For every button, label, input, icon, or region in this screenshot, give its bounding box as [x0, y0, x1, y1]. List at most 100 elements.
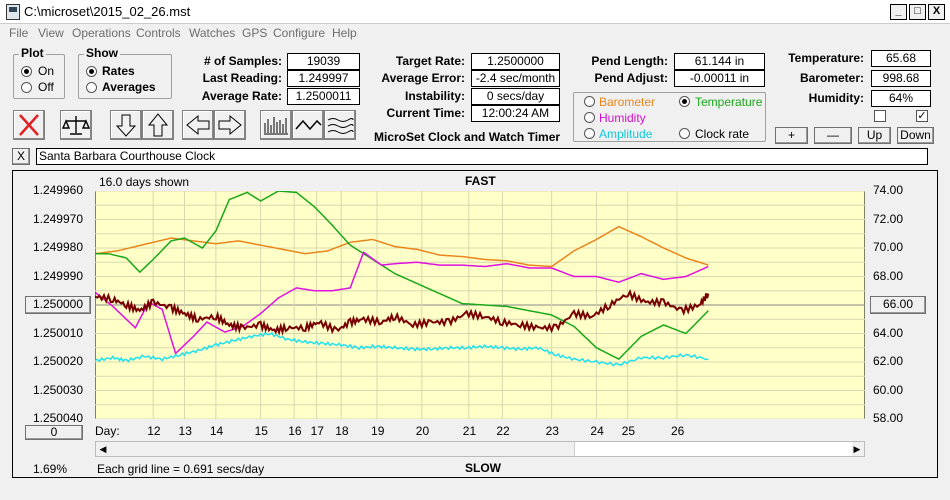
multi-line-view-button[interactable] [324, 110, 356, 140]
x-day-tick-label: 19 [371, 424, 385, 438]
x-day-tick-label: 20 [415, 424, 430, 438]
balance-icon [61, 116, 91, 135]
clear-description-button[interactable]: X [12, 148, 30, 165]
stop-button[interactable] [13, 110, 45, 140]
center-temp-button[interactable]: 66.00 [870, 296, 926, 314]
show-rates-label: Rates [102, 64, 135, 78]
temperature-option-label: Temperature [695, 95, 763, 109]
bar-view-button[interactable] [260, 110, 292, 140]
amplitude-radio[interactable] [584, 128, 595, 139]
scroll-left-arrow-icon[interactable]: ◀ [99, 444, 107, 454]
horizontal-scrollbar[interactable]: ◀ ▶ [95, 441, 865, 457]
last-reading-label: Last Reading: [202, 71, 282, 85]
y-right-tick-label: 60.00 [873, 382, 904, 397]
line-view-button[interactable] [292, 110, 324, 140]
up-button[interactable]: Up [858, 127, 891, 144]
x-day-tick-label: 14 [209, 424, 224, 438]
barometer-radio[interactable] [584, 96, 595, 107]
title-bar: C:\microset\2015_02_26.mst _ □ X [0, 0, 950, 24]
series-line-humidity [95, 251, 709, 355]
clock-rate-option-label: Clock rate [695, 127, 750, 141]
chart-title-slow: SLOW [465, 461, 501, 475]
target-rate-value: 1.2500000 [471, 53, 560, 70]
checkbox-left[interactable] [874, 110, 886, 122]
menu-file[interactable]: File [9, 26, 29, 40]
y-left-tick-label: 1.249970 [32, 211, 83, 226]
x-day-tick-label: 21 [462, 424, 477, 438]
pend-adjust-value: -0.00011 in [674, 70, 765, 87]
menu-controls[interactable]: Controls [136, 26, 181, 40]
plot-group-label: Plot [19, 46, 46, 60]
last-reading-value: 1.249997 [287, 70, 360, 87]
menu-operations[interactable]: Operations [72, 26, 131, 40]
x-day-tick-label: 22 [496, 424, 510, 438]
plot-off-label: Off [38, 80, 54, 94]
left-arrow-button[interactable] [182, 110, 214, 140]
minus-button[interactable]: — [814, 127, 852, 144]
zero-button[interactable]: 0 [25, 425, 83, 440]
humidity-label: Humidity: [808, 91, 864, 105]
x-day-tick-label: 12 [147, 424, 161, 438]
current-time-value: 12:00:24 AM [471, 105, 560, 122]
clock-rate-radio[interactable] [679, 128, 690, 139]
target-rate-label: Target Rate: [395, 54, 465, 68]
instability-value: 0 secs/day [471, 88, 560, 105]
plus-button[interactable]: + [775, 127, 808, 144]
humidity-option-label: Humidity [599, 111, 646, 125]
y-right-tick-label: 62.00 [873, 354, 904, 368]
maximize-button[interactable]: □ [909, 4, 926, 20]
show-group-label: Show [84, 46, 120, 60]
instability-label: Instability: [404, 89, 465, 103]
scroll-thumb[interactable] [574, 442, 852, 456]
x-day-tick-label: 17 [310, 424, 324, 438]
arrow-up-icon [147, 113, 169, 137]
temperature-radio[interactable] [679, 96, 690, 107]
average-rate-value: 1.2500011 [287, 88, 360, 105]
plot-on-radio[interactable] [21, 66, 32, 77]
checkbox-right[interactable]: ✓ [916, 110, 928, 122]
show-averages-radio[interactable] [86, 82, 97, 93]
y-left-tick-label: 1.249990 [32, 268, 83, 283]
down-button[interactable]: Down [897, 127, 934, 144]
plot-off-radio[interactable] [21, 82, 32, 93]
center-rate-button[interactable]: 1.250000 [25, 296, 91, 314]
close-button[interactable]: X [928, 4, 945, 20]
grid-note: Each grid line = 0.691 secs/day [97, 462, 265, 476]
chart-plot-area [95, 191, 865, 419]
app-caption: MicroSet Clock and Watch Timer [374, 130, 561, 144]
show-averages-label: Averages [102, 80, 156, 94]
x-day-tick-label: 24 [590, 424, 604, 438]
minimize-button[interactable]: _ [890, 4, 907, 20]
description-input[interactable]: Santa Barbara Courthouse Clock [36, 148, 928, 165]
menu-view[interactable]: View [38, 26, 64, 40]
up-arrow-button[interactable] [142, 110, 174, 140]
scroll-right-arrow-icon[interactable]: ▶ [853, 444, 861, 454]
chart-frame: 16.0 days shown FAST SLOW 1.69% Each gri… [12, 170, 938, 478]
bars-icon [264, 117, 288, 135]
menu-gps[interactable]: GPS [242, 26, 268, 40]
y-right-tick-label: 58.00 [873, 411, 904, 425]
menu-configure[interactable]: Configure [273, 26, 326, 40]
close-icon [19, 114, 39, 136]
menu-watches[interactable]: Watches [189, 26, 236, 40]
y-left-tick-label: 1.250010 [32, 325, 83, 340]
y-left-tick-label: 1.249980 [32, 240, 83, 254]
y-right-tick-label: 74.00 [873, 183, 904, 197]
x-day-tick-label: 16 [288, 424, 302, 438]
current-time-label: Current Time: [386, 106, 465, 120]
y-left-tick-label: 1.249960 [32, 183, 83, 197]
x-day-tick-label: 26 [670, 424, 685, 438]
y-right-tick-label: 72.00 [873, 211, 904, 226]
right-arrow-button[interactable] [214, 110, 246, 140]
arrow-down-icon [115, 114, 137, 137]
down-arrow-button[interactable] [110, 110, 142, 140]
menu-help[interactable]: Help [332, 26, 357, 40]
percent-label: 1.69% [33, 462, 68, 476]
humidity-value: 64% [871, 90, 931, 107]
humidity-radio[interactable] [584, 112, 595, 123]
samples-label: # of Samples: [203, 54, 282, 68]
amplitude-option-label: Amplitude [599, 127, 653, 141]
show-rates-radio[interactable] [86, 66, 97, 77]
balance-button[interactable] [60, 110, 92, 140]
average-error-value: -2.4 sec/month [471, 70, 560, 87]
